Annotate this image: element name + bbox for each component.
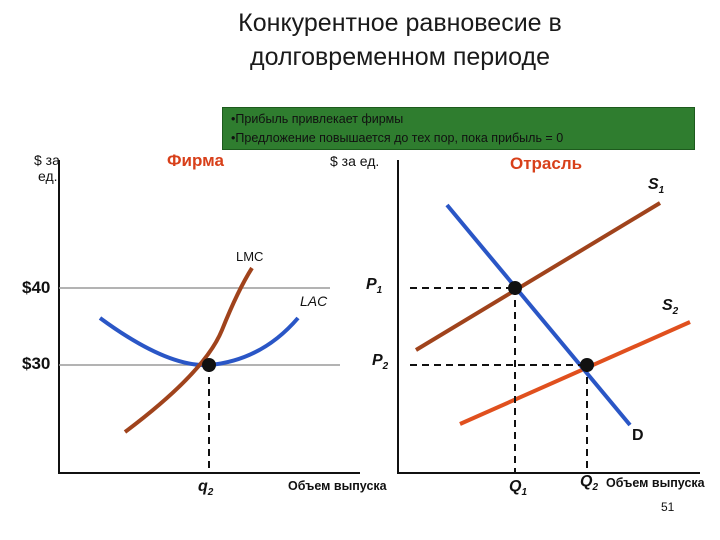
firm-y-unit-line-2: ед. [38, 168, 58, 184]
price-label-30: $30 [22, 354, 51, 373]
industry-y-unit: $ за ед. [330, 153, 380, 169]
firm-y-unit: $ за ед. [34, 152, 60, 184]
s2-supply-line [459, 320, 691, 426]
banner-bullet-2: •Предложение повышается до тех пор, пока… [231, 131, 564, 145]
s1-letter: S [648, 176, 659, 193]
p2-sub: 2 [382, 361, 389, 373]
firm-quantity-sub: 2 [207, 487, 214, 499]
industry-equilibrium-point-1 [508, 281, 522, 295]
s1-supply-line [414, 201, 662, 352]
q2-industry-label: Q2 [580, 473, 598, 493]
p1-label: P1 [366, 276, 382, 296]
firm-quantity-letter: q [198, 478, 208, 495]
firm-y-unit-line-1: $ за [34, 152, 60, 168]
title-line-2: долговременном периоде [250, 43, 550, 71]
q2-sub: 2 [592, 482, 599, 494]
slide-number: 51 [661, 500, 675, 514]
s1-sub: 1 [658, 185, 665, 197]
p2-label: P2 [372, 352, 388, 372]
firm-x-label: Объем выпуска [288, 479, 387, 493]
banner-bullet-1: •Прибыль привлекает фирмы [231, 112, 404, 126]
p1-sub: 1 [376, 285, 383, 297]
lmc-label: LMC [236, 249, 264, 264]
industry-axes [397, 160, 700, 474]
p2-letter: P [372, 352, 383, 369]
q1-letter: Q [509, 478, 522, 495]
p1-letter: P [366, 276, 377, 293]
slide-title: Конкурентное равновесие в долговременном… [150, 6, 650, 74]
s1-label: S1 [648, 176, 664, 196]
profit-note-banner: •Прибыль привлекает фирмы •Предложение п… [222, 107, 695, 150]
lac-label: LAC [300, 293, 328, 309]
s2-letter: S [662, 297, 673, 314]
firm-panel-title: Фирма [167, 151, 224, 170]
s2-label: S2 [662, 297, 678, 317]
industry-equilibrium-point-2 [580, 358, 594, 372]
title-line-1: Конкурентное равновесие в [238, 9, 562, 37]
lmc-curve [123, 266, 254, 434]
industry-panel-title: Отрасль [510, 154, 583, 173]
q1-sub: 1 [521, 487, 528, 499]
d-label: D [632, 427, 644, 444]
firm-equilibrium-point [202, 358, 216, 372]
industry-x-label: Объем выпуска [606, 476, 705, 490]
demand-line [445, 203, 632, 427]
firm-axes [58, 160, 360, 474]
q1-label: Q1 [509, 478, 527, 498]
q2-letter: Q [580, 473, 593, 490]
lac-curve [98, 316, 300, 368]
s2-sub: 2 [672, 306, 679, 318]
price-label-40: $40 [22, 278, 51, 297]
firm-quantity-label: q2 [198, 478, 213, 498]
